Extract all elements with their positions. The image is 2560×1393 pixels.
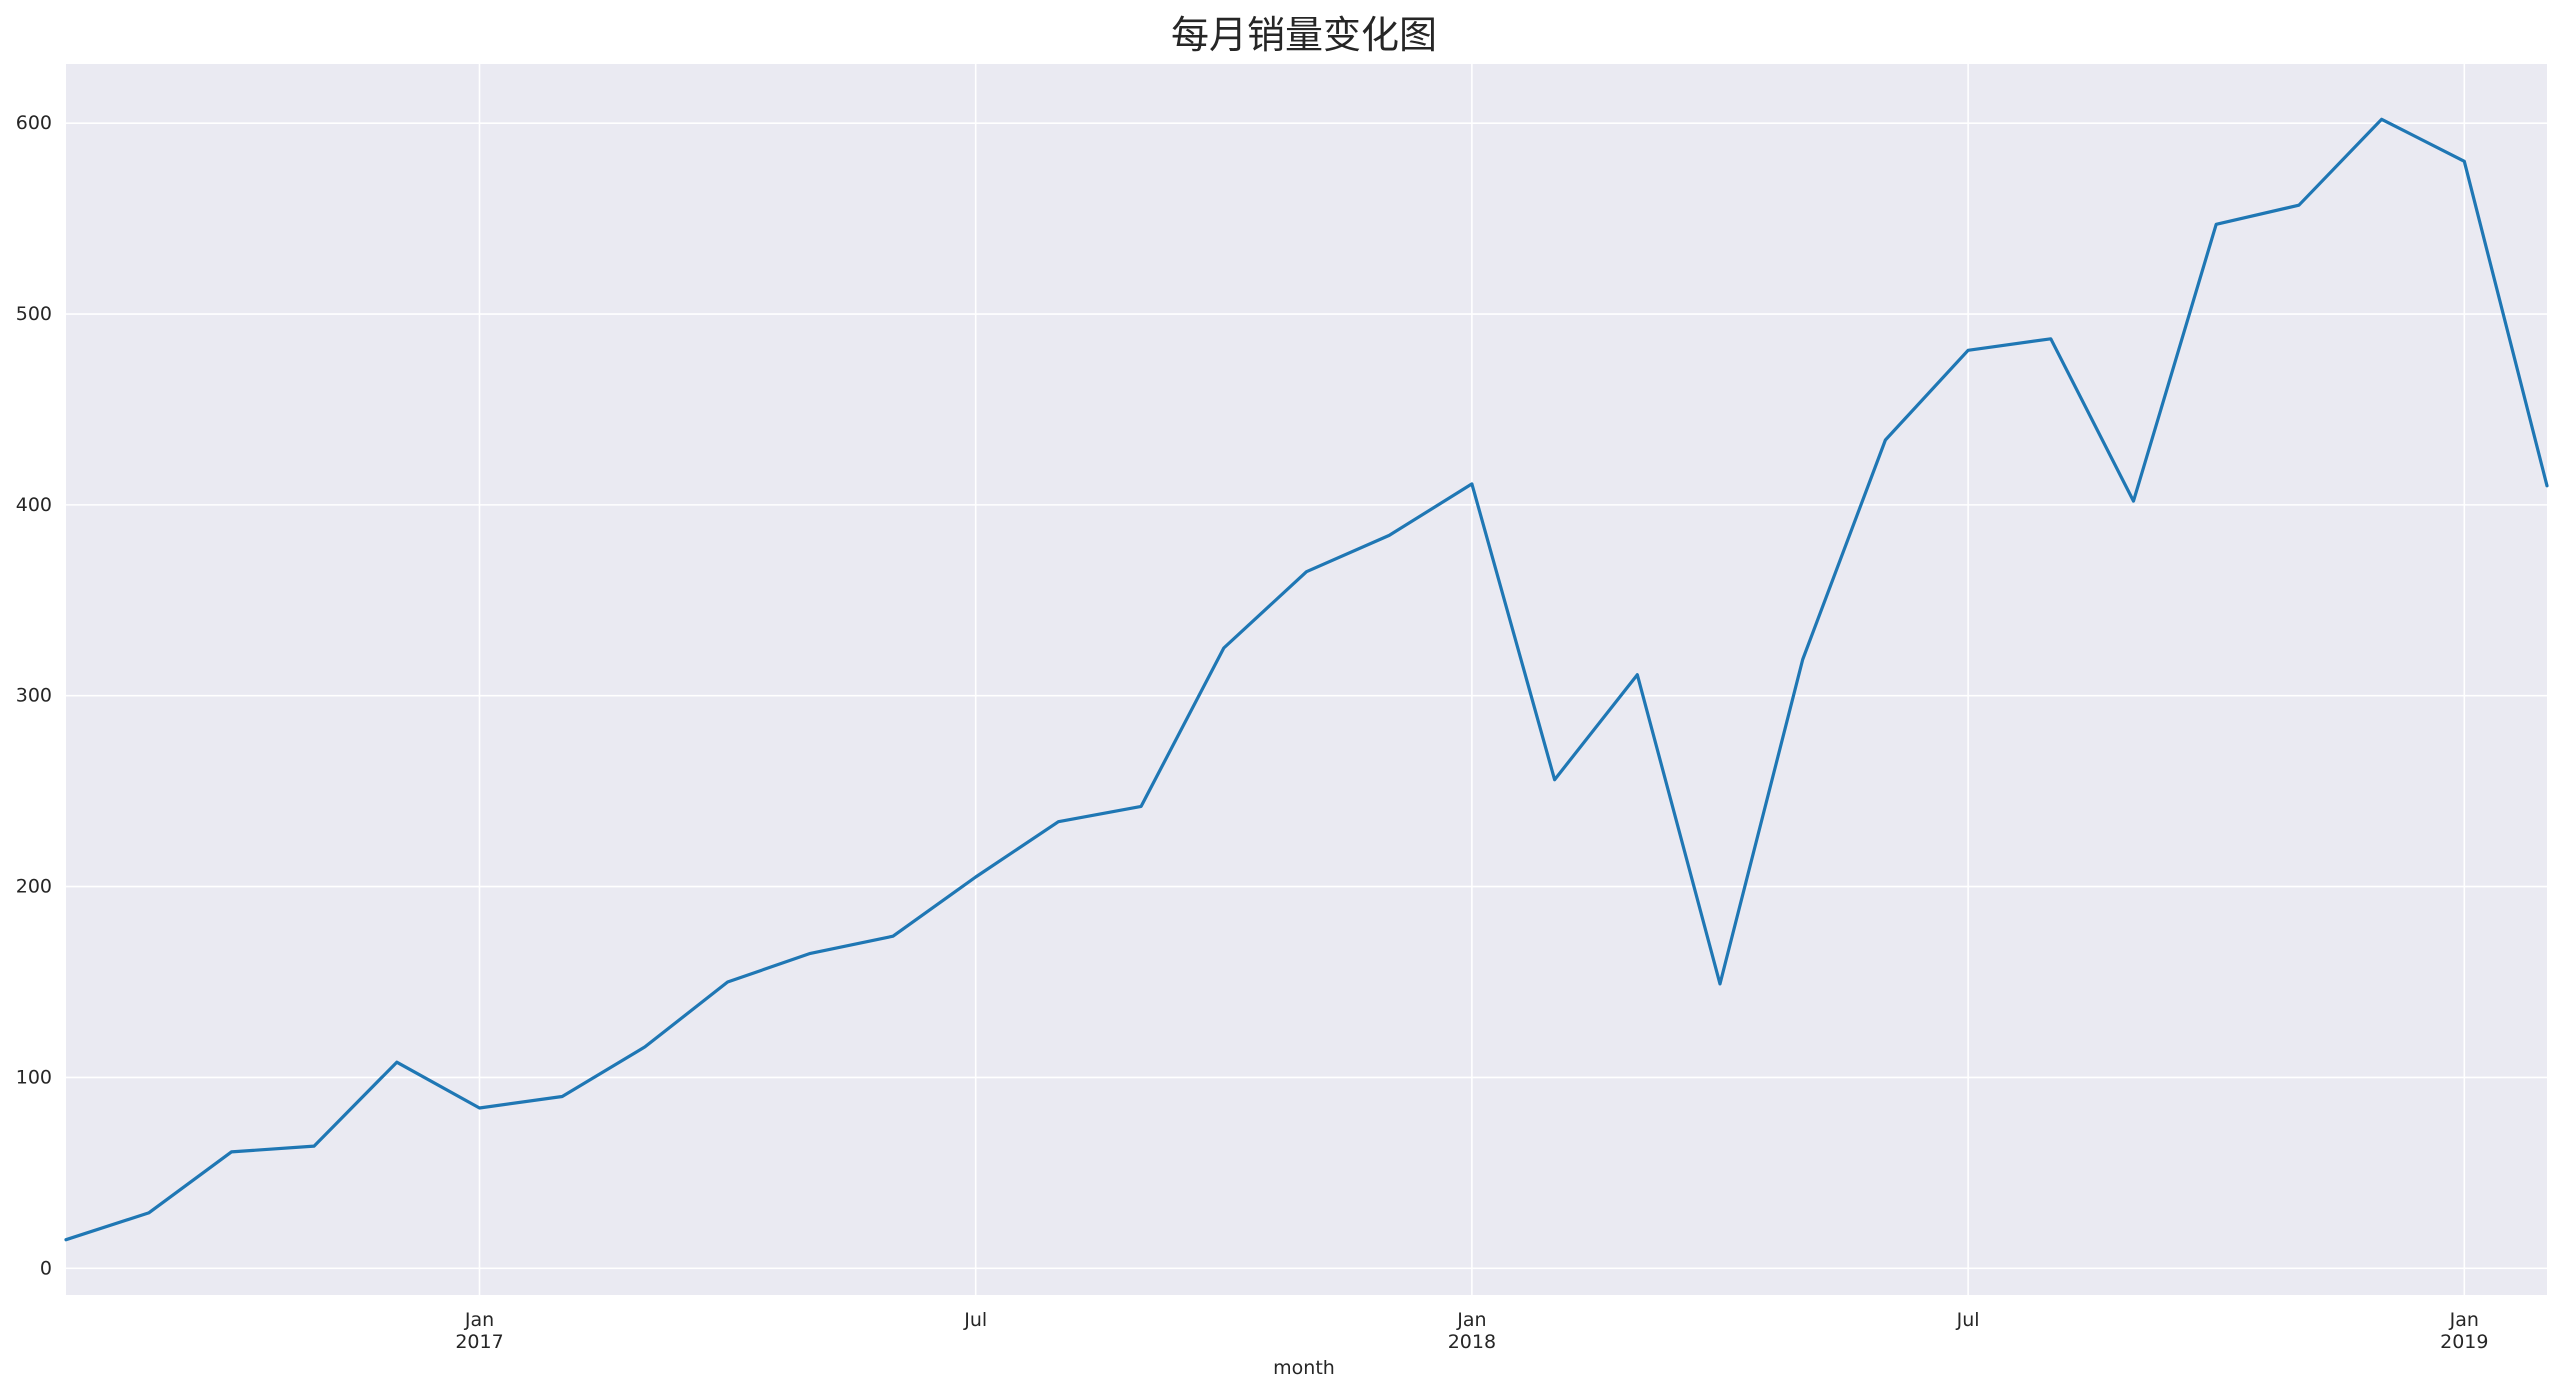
x-tick-label: Jan <box>464 1309 494 1331</box>
y-tick-label: 400 <box>16 494 52 516</box>
x-axis-label: month <box>1273 1357 1335 1379</box>
x-tick-year-label: 2019 <box>2440 1331 2488 1353</box>
y-tick-label: 600 <box>16 112 52 134</box>
y-tick-label: 0 <box>40 1257 52 1279</box>
y-tick-label: 300 <box>16 685 52 707</box>
y-tick-label: 200 <box>16 876 52 898</box>
x-tick-year-label: 2018 <box>1448 1331 1496 1353</box>
x-tick-year-label: 2017 <box>455 1331 503 1353</box>
plot-area <box>66 64 2547 1295</box>
x-tick-label: Jan <box>2449 1309 2479 1331</box>
series-layer <box>64 117 2549 1242</box>
y-axis: 0 100 200 300 400 500 600 <box>16 112 52 1279</box>
grid <box>66 64 2547 1295</box>
x-tick-label: Jul <box>1956 1309 1980 1331</box>
chart-title: 每月销量变化图 <box>1171 13 1437 57</box>
y-tick-label: 500 <box>16 303 52 325</box>
x-tick-label: Jul <box>963 1309 987 1331</box>
y-tick-label: 100 <box>16 1066 52 1088</box>
x-tick-label: Jan <box>1456 1309 1486 1331</box>
series-line <box>64 117 2549 1242</box>
